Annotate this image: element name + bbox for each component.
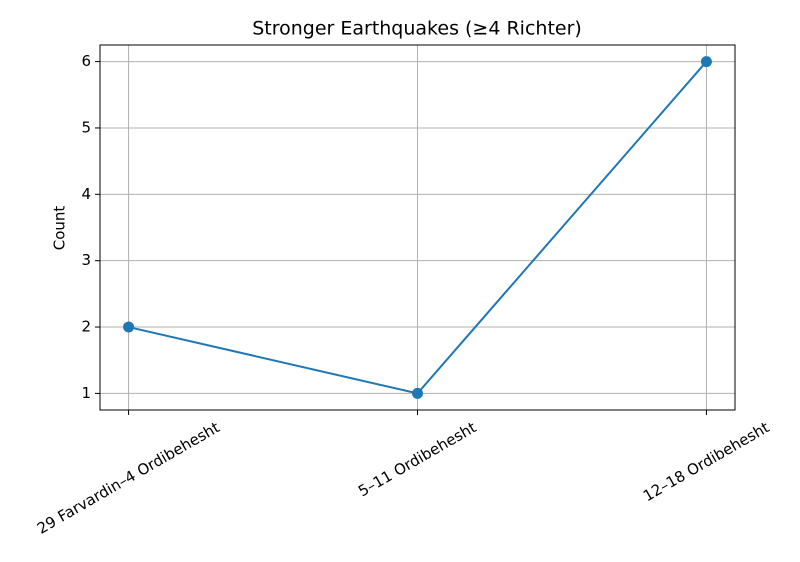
x-tick-label: 29 Farvardin–4 Ordibehesht [34, 418, 223, 537]
y-tick-label: 1 [81, 384, 91, 402]
y-tick-label: 5 [81, 118, 91, 136]
chart-title: Stronger Earthquakes (≥4 Richter) [252, 18, 582, 40]
marker [123, 321, 135, 333]
marker [412, 387, 423, 399]
y-tick-label: 6 [81, 52, 91, 70]
y-tick-label: 2 [81, 318, 91, 336]
y-tick-label: 3 [81, 251, 91, 269]
y-tick-label: 4 [81, 185, 91, 203]
x-tick-label: 12–18 Ordibehesht [640, 418, 773, 505]
y-axis-label: Count [51, 206, 69, 251]
plot-frame [99, 44, 736, 411]
marker [700, 56, 712, 68]
x-tick-label: 5–11 Ordibehesht [355, 418, 479, 500]
